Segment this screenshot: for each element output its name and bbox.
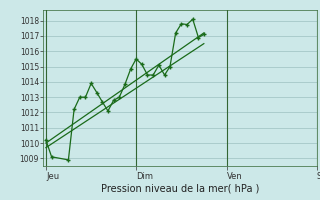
X-axis label: Pression niveau de la mer( hPa ): Pression niveau de la mer( hPa ) — [101, 183, 259, 193]
